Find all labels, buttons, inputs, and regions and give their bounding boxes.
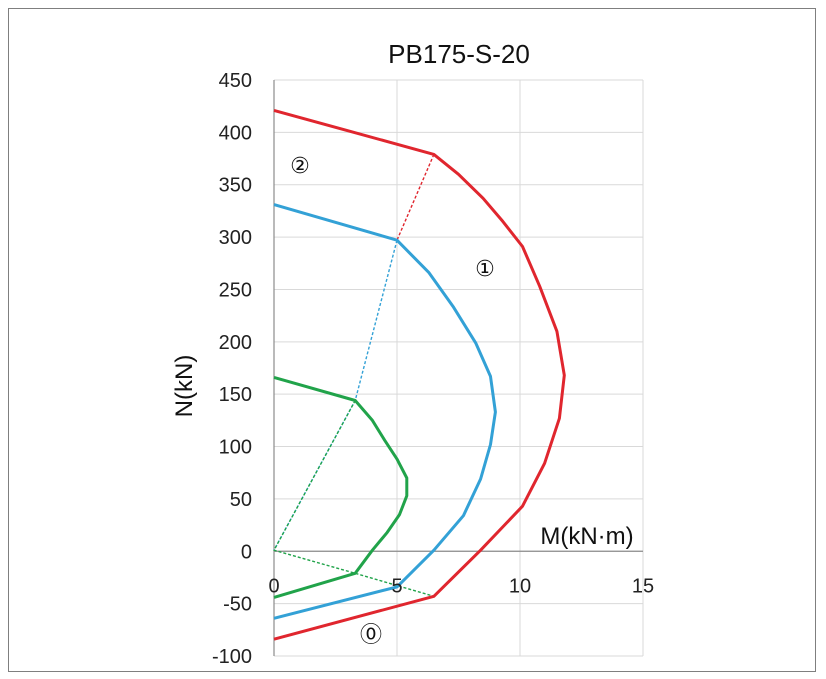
x-tick-label: 15 [632, 575, 654, 597]
y-tick-label: 250 [219, 279, 252, 301]
series-layer [274, 110, 564, 639]
chart-title: PB175-S-20 [388, 39, 530, 69]
y-tick-label: 450 [219, 70, 252, 92]
tick-labels: -100 -50 0 50 100 150 200 250 300 350 400 450 0 5 10 15 [212, 70, 654, 668]
region-label-1: ① [475, 257, 495, 282]
y-tick-label: -100 [212, 646, 252, 668]
interaction-curve [274, 205, 495, 619]
x-tick-label: 5 [391, 575, 402, 597]
x-axis-label: M(kN·m) [540, 523, 633, 550]
y-tick-label: 400 [219, 122, 252, 144]
y-tick-label: 50 [230, 489, 252, 511]
axes [274, 80, 643, 656]
y-tick-label: 350 [219, 175, 252, 197]
interaction-curve [274, 110, 564, 639]
dashed-guide-line [274, 401, 434, 597]
dashed-guide-line [397, 154, 434, 240]
x-tick-label: 10 [509, 575, 531, 597]
y-tick-label: 300 [219, 227, 252, 249]
y-tick-label: 100 [219, 437, 252, 459]
gridlines [274, 80, 643, 656]
region-label-0: ⓪ [360, 623, 382, 648]
y-tick-label: -50 [223, 594, 252, 616]
y-tick-label: 200 [219, 332, 252, 354]
x-tick-label: 0 [268, 575, 279, 597]
y-tick-label: 0 [241, 541, 252, 563]
region-label-2: ② [290, 154, 310, 179]
y-tick-label: 150 [219, 384, 252, 406]
y-axis-label: N(kN) [171, 355, 198, 418]
interaction-curve [274, 377, 407, 597]
